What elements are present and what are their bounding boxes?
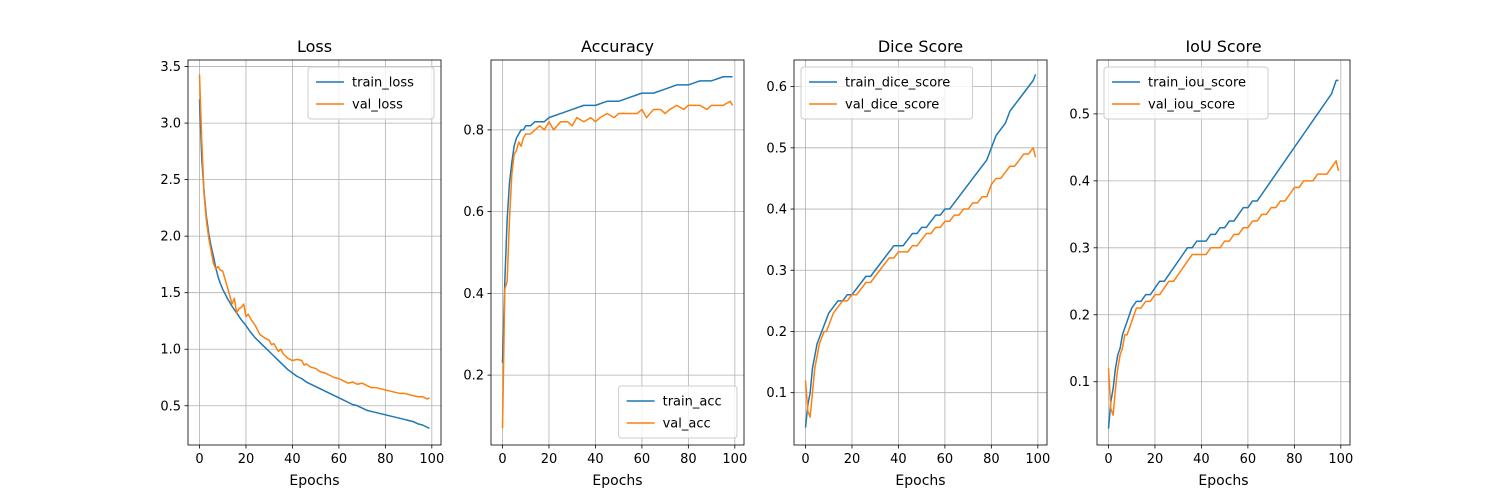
x-tick-label: 80: [983, 452, 1000, 467]
legend-box: [618, 385, 738, 439]
y-tick-label: 0.5: [160, 399, 181, 414]
legend-label-val-loss: val_loss: [352, 98, 403, 113]
y-tick-label: 0.5: [1069, 107, 1090, 122]
axes-frame: [187, 59, 442, 446]
chart-panel-accuracy: 0 20 40 60 80 100 0.2 0.4 0.6 0.8 Accuracy Epochs tr…: [463, 37, 747, 489]
legend-label-val-iou-score: val_iou_score: [1148, 98, 1235, 113]
x-axis-label: Epochs: [1198, 473, 1248, 489]
x-tick-label: 80: [1286, 452, 1303, 467]
chart-panel-dice-score: 0 20 40 60 80 100 0.1 0.2 0.3 0.4 0.5 0.6 Dice Score…: [766, 37, 1050, 489]
x-tick-label: 80: [680, 452, 697, 467]
series-line-train-acc: [501, 76, 733, 363]
chart-title: Accuracy: [581, 37, 654, 56]
x-tick-label: 20: [541, 452, 558, 467]
x-tick-label: 40: [1193, 452, 1210, 467]
x-tick-label: 40: [890, 452, 907, 467]
series-line-train-iou-score: [1107, 79, 1339, 429]
chart-panel-iou-score: 0 20 40 60 80 100 0.1 0.2 0.3 0.4 0.5 IoU Score Epoc…: [1069, 37, 1353, 489]
y-tick-label: 0.4: [463, 287, 484, 302]
y-tick-label: 2.5: [160, 173, 181, 188]
legend-label-train-dice-score: train_dice_score: [845, 76, 950, 91]
axes-frame: [793, 59, 1048, 446]
y-tick-label: 0.5: [766, 141, 787, 156]
y-tick-label: 0.2: [766, 325, 787, 340]
chart-title: Dice Score: [878, 37, 963, 56]
x-tick-label: 0: [195, 452, 203, 467]
x-tick-label: 60: [937, 452, 954, 467]
x-tick-label: 20: [844, 452, 861, 467]
chart-title: Loss: [297, 37, 332, 56]
x-tick-label: 0: [1104, 452, 1112, 467]
chart-panel-loss: 0 20 40 60 80 100 0.5 1.0 1.5 2.0 2.5 3.0 3.5 Loss Epo…: [160, 37, 444, 489]
legend-label-val-dice-score: val_dice_score: [845, 98, 939, 113]
y-tick-label: 2.0: [160, 230, 181, 245]
series-line-train-loss: [198, 99, 430, 430]
axes-frame: [490, 59, 745, 446]
legend: train_iou_score val_iou_score: [1103, 66, 1269, 120]
y-tick-label: 0.3: [1069, 241, 1090, 256]
legend-box: [307, 66, 435, 120]
x-axis-label: Epochs: [895, 473, 945, 489]
x-tick-label: 100: [1025, 452, 1050, 467]
y-tick-label: 0.4: [1069, 174, 1090, 189]
y-tick-label: 0.8: [463, 123, 484, 138]
x-tick-label: 80: [377, 452, 394, 467]
x-tick-label: 60: [331, 452, 348, 467]
x-tick-label: 60: [634, 452, 651, 467]
axes-frame: [1096, 59, 1351, 446]
x-tick-label: 40: [587, 452, 604, 467]
x-axis-label: Epochs: [289, 473, 339, 489]
y-tick-label: 0.1: [1069, 375, 1090, 390]
x-tick-label: 100: [1328, 452, 1353, 467]
x-tick-label: 20: [238, 452, 255, 467]
legend-label-train-acc: train_acc: [663, 395, 722, 410]
legend: train_dice_score val_dice_score: [800, 66, 974, 120]
y-tick-label: 0.4: [766, 203, 787, 218]
chart-title: IoU Score: [1185, 37, 1261, 56]
legend: train_loss val_loss: [307, 66, 435, 120]
x-axis-label: Epochs: [592, 473, 642, 489]
y-tick-label: 0.3: [766, 264, 787, 279]
x-tick-label: 100: [722, 452, 747, 467]
legend-label-val-acc: val_acc: [663, 417, 711, 432]
legend-label-train-iou-score: train_iou_score: [1148, 76, 1246, 91]
x-tick-label: 0: [801, 452, 809, 467]
y-tick-label: 0.2: [1069, 308, 1090, 323]
x-tick-label: 40: [284, 452, 301, 467]
series-line-val-iou-score: [1107, 160, 1340, 416]
series-line-val-dice-score: [804, 147, 1037, 418]
y-tick-label: 0.6: [766, 80, 787, 95]
x-tick-label: 60: [1240, 452, 1257, 467]
y-tick-label: 0.6: [463, 205, 484, 220]
x-tick-label: 20: [1147, 452, 1164, 467]
x-tick-label: 100: [419, 452, 444, 467]
y-tick-label: 0.2: [463, 369, 484, 384]
series-line-val-loss: [198, 74, 430, 400]
legend-box: [800, 66, 974, 120]
y-tick-label: 1.0: [160, 343, 181, 358]
y-tick-label: 3.0: [160, 117, 181, 132]
legend-box: [1103, 66, 1269, 120]
y-tick-label: 1.5: [160, 286, 181, 301]
y-tick-label: 3.5: [160, 60, 181, 75]
x-tick-label: 0: [498, 452, 506, 467]
series-line-val-acc: [501, 100, 734, 429]
legend-label-train-loss: train_loss: [352, 76, 414, 91]
y-tick-label: 0.1: [766, 386, 787, 401]
legend: train_acc val_acc: [618, 385, 738, 439]
series-line-train-dice-score: [804, 74, 1037, 428]
